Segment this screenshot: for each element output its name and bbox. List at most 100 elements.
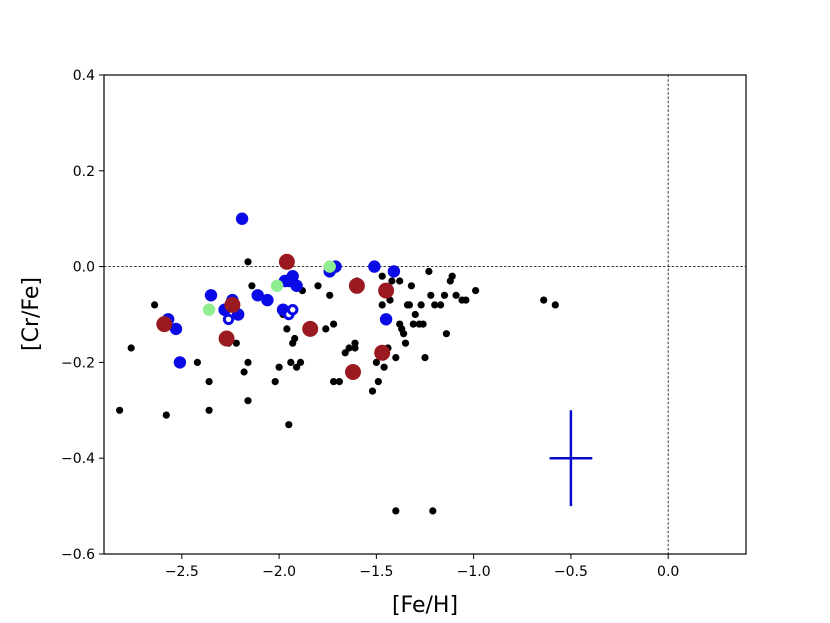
data-point xyxy=(440,291,449,299)
data-point xyxy=(378,272,386,280)
data-point xyxy=(218,330,235,347)
data-point xyxy=(551,301,559,309)
data-point xyxy=(293,363,301,371)
data-point xyxy=(287,358,295,366)
data-point xyxy=(368,387,377,395)
data-point xyxy=(400,330,408,338)
data-point xyxy=(437,301,445,309)
x-tick-label: −2.0 xyxy=(262,564,296,580)
data-point xyxy=(448,272,456,280)
data-point xyxy=(388,277,396,285)
data-point xyxy=(335,378,343,386)
data-point xyxy=(290,279,303,292)
x-tick-label: −1.0 xyxy=(457,564,491,580)
x-tick-label: −2.5 xyxy=(165,564,199,580)
data-point xyxy=(411,310,419,319)
data-point xyxy=(151,301,159,309)
data-point xyxy=(374,378,382,386)
data-point xyxy=(351,344,359,352)
data-point xyxy=(314,282,322,290)
data-point xyxy=(244,397,252,405)
data-point xyxy=(235,212,249,225)
data-point xyxy=(232,339,240,347)
data-point xyxy=(392,507,400,515)
data-point xyxy=(285,421,293,429)
data-point xyxy=(278,253,295,270)
data-point xyxy=(251,289,264,302)
data-point xyxy=(401,339,410,347)
data-point xyxy=(330,378,338,386)
x-tick-label: 0.0 xyxy=(657,564,679,580)
data-point xyxy=(472,287,480,295)
data-point xyxy=(162,411,170,419)
data-point xyxy=(396,277,404,285)
data-point xyxy=(302,320,319,337)
data-point xyxy=(345,344,353,352)
data-point xyxy=(205,406,213,414)
data-points xyxy=(116,212,593,515)
data-point xyxy=(322,325,330,333)
data-point xyxy=(425,267,433,275)
data-point xyxy=(275,363,283,371)
x-tick-label: −1.5 xyxy=(359,564,393,580)
data-point xyxy=(462,296,470,304)
data-point xyxy=(409,320,417,328)
data-point xyxy=(427,291,435,299)
axes: −2.5 −2.0 −1.5 −1.0 −0.5 0.0 −0.6 −0.4 −0.2 0.0 0.… xyxy=(61,68,747,580)
data-point xyxy=(368,260,381,273)
data-point xyxy=(261,293,274,307)
data-point xyxy=(193,358,201,366)
data-point xyxy=(127,344,135,352)
data-point xyxy=(380,363,388,371)
data-point xyxy=(407,282,415,290)
y-tick-label: 0.4 xyxy=(73,68,95,84)
data-point xyxy=(156,316,173,333)
data-point xyxy=(224,296,241,313)
data-point xyxy=(452,291,460,299)
data-point xyxy=(392,354,400,362)
data-point xyxy=(244,358,252,366)
data-point xyxy=(405,301,413,309)
data-point xyxy=(326,291,334,299)
data-point xyxy=(244,258,252,266)
data-point xyxy=(291,334,299,343)
data-point xyxy=(330,320,338,328)
data-point xyxy=(270,279,284,292)
data-point xyxy=(287,304,299,316)
x-tick-label: −0.5 xyxy=(554,564,588,580)
data-point xyxy=(345,364,361,380)
data-point xyxy=(204,289,218,302)
data-point xyxy=(202,303,216,316)
data-point xyxy=(372,358,380,366)
plot-frame xyxy=(103,74,747,555)
data-point xyxy=(240,368,248,376)
data-point xyxy=(348,277,365,294)
y-tick-label: −0.2 xyxy=(61,355,95,371)
data-point xyxy=(341,349,349,357)
data-point xyxy=(379,313,393,326)
data-point xyxy=(421,354,429,362)
data-point xyxy=(286,270,299,283)
data-point xyxy=(248,282,256,290)
data-point xyxy=(378,301,386,309)
data-point xyxy=(431,301,439,309)
y-tick-label: −0.4 xyxy=(61,451,95,467)
data-point xyxy=(429,507,437,515)
data-point xyxy=(222,313,235,325)
y-tick-label: 0.0 xyxy=(73,260,95,276)
y-tick-label: −0.6 xyxy=(61,547,95,563)
data-point xyxy=(374,344,391,361)
data-point xyxy=(205,378,213,386)
data-point xyxy=(378,282,395,299)
data-point xyxy=(387,265,401,278)
data-point xyxy=(283,325,291,333)
plot-area xyxy=(104,75,746,554)
data-point xyxy=(169,322,183,336)
x-axis-label: [Fe/H] xyxy=(392,593,458,618)
data-point xyxy=(173,356,187,369)
data-point xyxy=(116,406,124,414)
y-tick-label: 0.2 xyxy=(73,164,95,180)
data-point xyxy=(419,320,427,328)
y-axis-label: [Cr/Fe] xyxy=(19,277,44,351)
